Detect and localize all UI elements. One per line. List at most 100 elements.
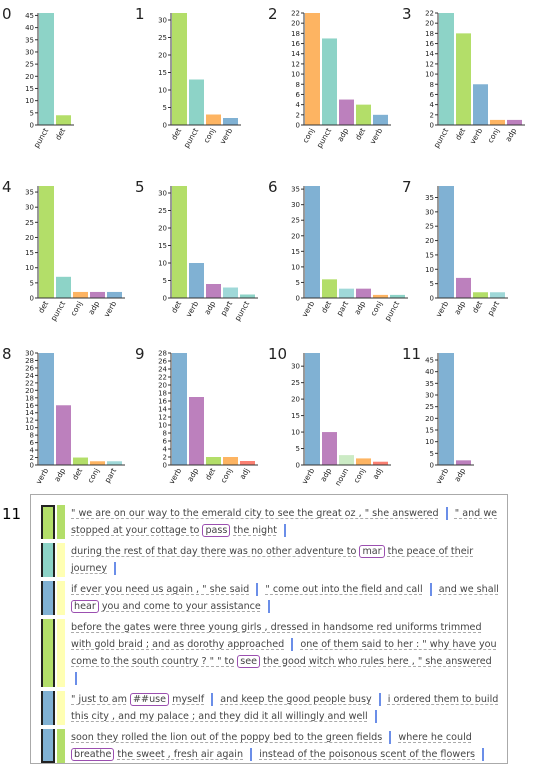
x-tick-label: punct (49, 299, 67, 322)
y-tick-label: 6 (296, 91, 301, 99)
text-row: " we are on our way to the emerald city … (41, 505, 501, 539)
bar (73, 457, 88, 465)
y-tick-label: 14 (291, 50, 300, 58)
x-tick-label: adp (503, 126, 518, 143)
x-tick-label: det (169, 126, 183, 141)
x-tick-label: conj (486, 127, 502, 145)
bar (189, 79, 204, 125)
y-tick-label: 16 (425, 40, 434, 48)
text-row: before the gates were three young girls … (41, 619, 501, 687)
clause-separator (114, 561, 117, 575)
x-tick-label: verb (184, 299, 200, 318)
y-tick-label: 2 (30, 454, 34, 462)
bar (507, 119, 522, 125)
bar (322, 38, 337, 125)
y-tick-label: 20 (25, 387, 34, 395)
y-tick-label: 5 (430, 280, 434, 288)
target-word: hear (71, 600, 99, 613)
chart-title: 7 (402, 178, 412, 196)
row-color-strip (57, 619, 65, 687)
text-piece: and we shall (438, 584, 499, 595)
clause-separator (389, 730, 392, 744)
y-tick-label: 0 (30, 122, 34, 130)
y-tick-label: 0 (430, 462, 434, 470)
y-tick-label: 15 (425, 251, 434, 259)
clause-separator (75, 671, 77, 685)
x-tick-label: adp (335, 126, 350, 143)
target-word: pass (202, 524, 231, 537)
chart-title: 9 (135, 345, 145, 363)
text-piece: soon they rolled the lion out of the pop… (71, 732, 383, 743)
x-tick-label: punct (383, 299, 401, 322)
x-tick-label: det (353, 126, 367, 141)
y-tick-label: 12 (25, 417, 34, 425)
x-tick-label: conj (369, 300, 385, 318)
y-tick-label: 30 (25, 48, 34, 56)
row-color-strip (41, 691, 55, 725)
y-tick-label: 10 (25, 264, 34, 272)
text-row: soon they rolled the lion out of the pop… (41, 729, 501, 763)
y-tick-label: 0 (430, 295, 434, 303)
y-tick-label: 20 (291, 20, 300, 28)
y-tick-label: 25 (25, 61, 34, 69)
y-tick-label: 30 (25, 204, 34, 212)
x-tick-label: det (470, 299, 484, 314)
bar (373, 114, 388, 125)
x-tick-label: noun (333, 466, 350, 487)
y-tick-label: 35 (25, 36, 34, 44)
y-tick-label: 0 (430, 122, 434, 130)
row-text: soon they rolled the lion out of the pop… (71, 729, 501, 763)
text-row: if ever you need us again , " she said "… (41, 581, 501, 615)
bar (322, 432, 337, 465)
bar (172, 186, 187, 298)
bar (439, 353, 454, 465)
x-tick-label: part (219, 299, 235, 317)
y-tick-label: 40 (25, 24, 34, 32)
bar (439, 13, 454, 125)
bar (356, 104, 371, 125)
bar (305, 186, 320, 298)
chart-title: 1 (135, 5, 145, 23)
text-piece: and keep the good people busy (220, 694, 372, 705)
x-tick-label: det (203, 466, 217, 481)
y-tick-label: 5 (296, 445, 300, 453)
bar (56, 115, 71, 125)
clause-separator (482, 747, 485, 761)
bar (339, 99, 354, 125)
text-piece: where he could (398, 732, 472, 743)
bar (39, 353, 54, 465)
y-tick-label: 12 (425, 60, 434, 68)
bar (373, 294, 388, 298)
y-tick-label: 15 (291, 248, 300, 256)
y-tick-label: 25 (25, 219, 34, 227)
y-tick-label: 24 (158, 366, 167, 374)
y-tick-label: 4 (30, 447, 35, 455)
chart-title: 3 (402, 5, 412, 23)
target-word: breathe (71, 748, 115, 761)
clause-separator (374, 709, 377, 723)
y-tick-label: 35 (425, 194, 434, 202)
x-tick-label: part (103, 466, 119, 484)
bar (473, 84, 488, 125)
y-tick-label: 30 (25, 350, 34, 358)
x-tick-label: punct (182, 126, 200, 149)
text-piece: before the gates were three young girls … (71, 622, 482, 650)
y-tick-label: 8 (296, 81, 300, 89)
bar (490, 292, 505, 298)
y-tick-label: 16 (25, 402, 34, 410)
row-color-strip (41, 581, 55, 615)
clause-separator (445, 506, 448, 520)
y-tick-label: 10 (425, 71, 434, 79)
y-tick-label: 26 (25, 364, 34, 372)
y-tick-label: 15 (425, 427, 434, 435)
y-tick-label: 18 (158, 390, 167, 398)
y-tick-label: 10 (291, 71, 300, 79)
y-tick-label: 4 (296, 101, 301, 109)
panel-label: 11 (2, 505, 22, 523)
x-tick-label: conj (219, 467, 235, 485)
row-color-strip (57, 505, 65, 539)
bar (456, 460, 471, 465)
bar (39, 13, 54, 125)
text-piece: " and we stopped at your cottage to (71, 508, 498, 536)
bar (39, 186, 54, 298)
